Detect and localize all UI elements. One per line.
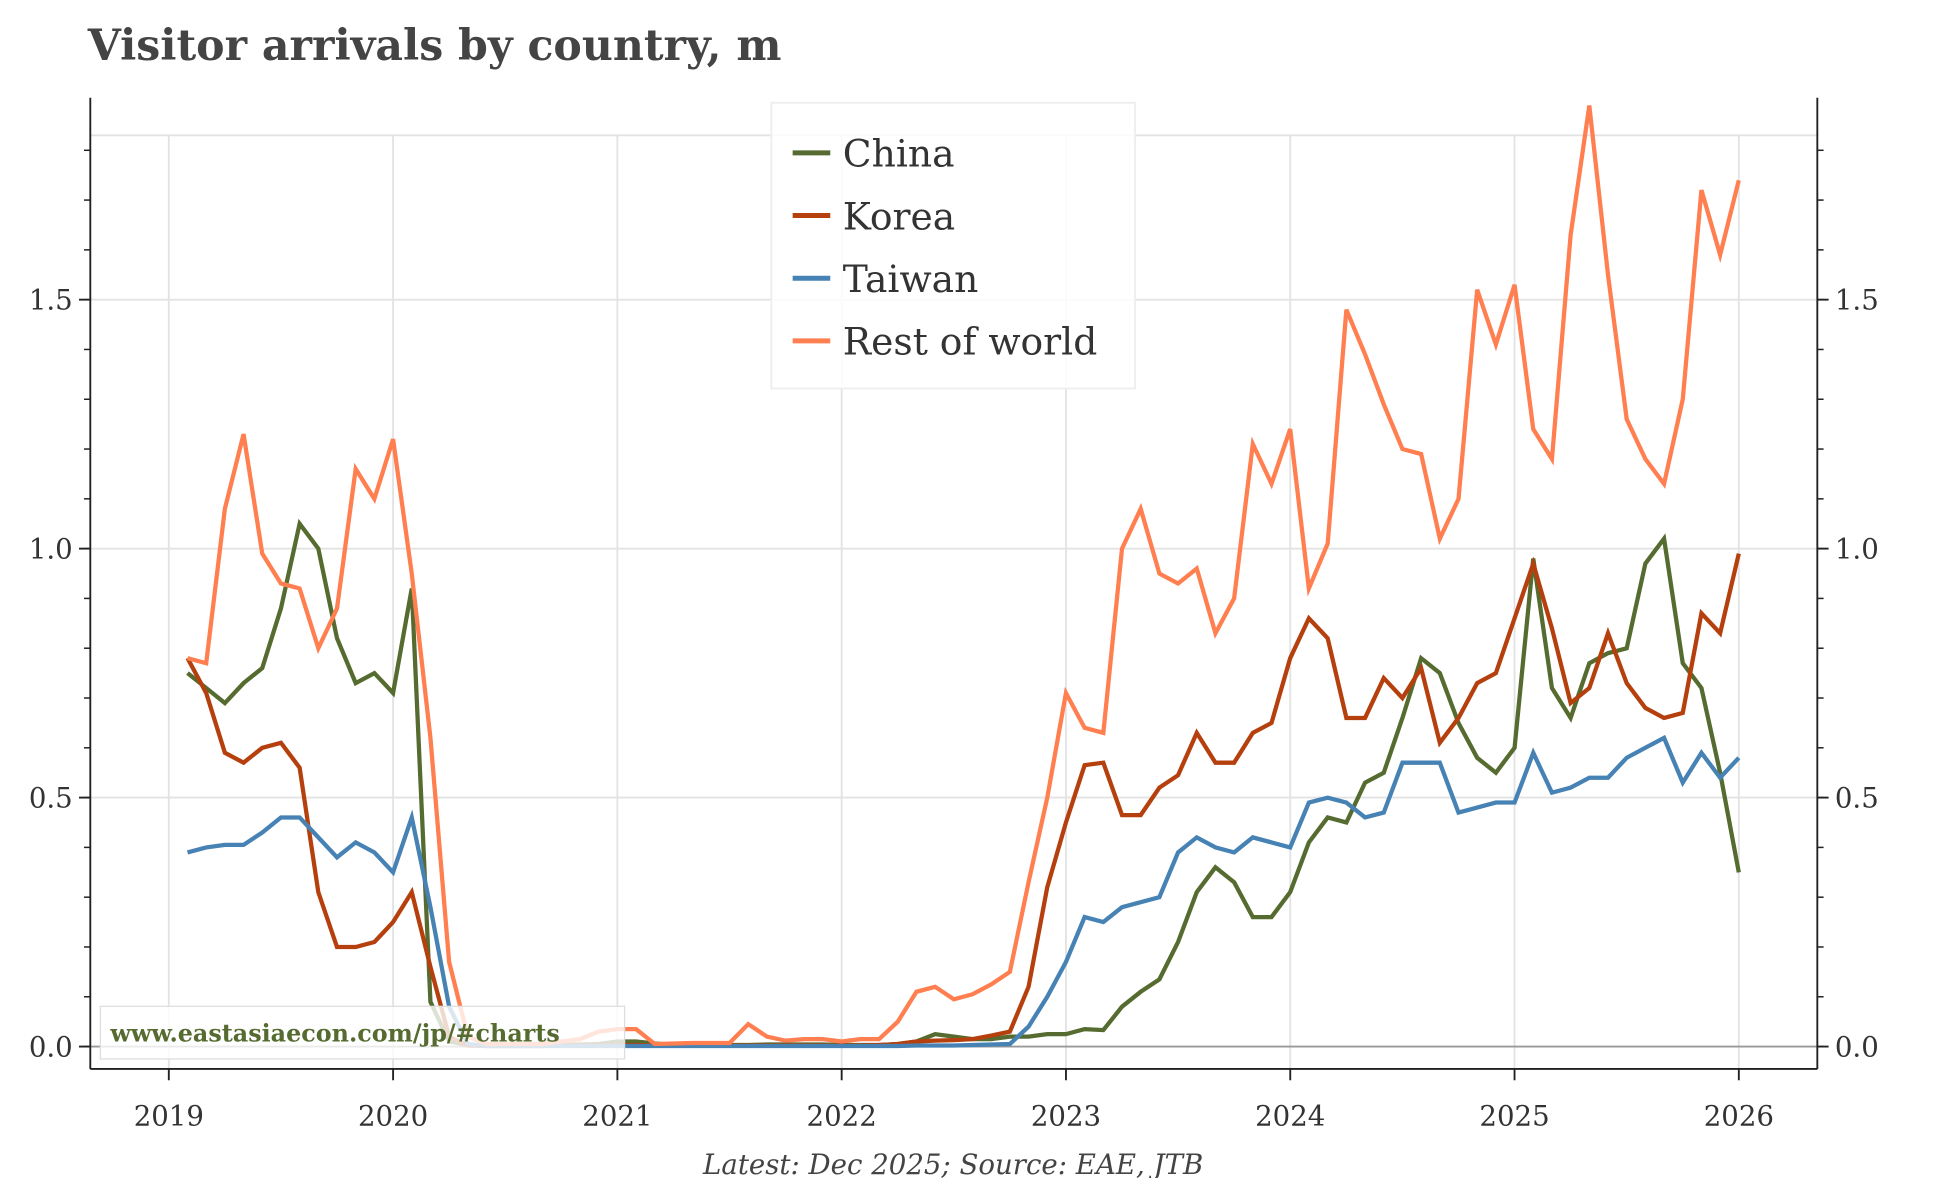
y-tick-label-right: 0.0 [1835, 1031, 1879, 1064]
y-tick-label: 1.5 [29, 284, 73, 317]
y-tick-label: 1.0 [29, 533, 73, 566]
axes: 0.0 0.0 0.5 0.5 1.0 1.0 1.5 1.5 2019 2020 2021 2022… [29, 97, 1879, 1132]
y-tick-label-right: 1.0 [1835, 533, 1879, 566]
watermark-text: www.eastasiaecon.com/jp/#charts [109, 1019, 559, 1047]
chart-title: Visitor arrivals by country, m [87, 21, 782, 71]
y-tick-label-right: 1.5 [1835, 284, 1879, 317]
x-tick-label: 2024 [1255, 1099, 1325, 1132]
y-tick-label: 0.5 [29, 782, 73, 815]
legend-label: Taiwan [843, 257, 979, 301]
x-tick-label: 2021 [582, 1099, 652, 1132]
watermark-box [99, 1005, 626, 1060]
legend-label: Rest of world [843, 320, 1097, 364]
y-tick-label: 0.0 [29, 1031, 73, 1064]
x-tick-label: 2025 [1479, 1099, 1549, 1132]
legend-label: Korea [843, 194, 955, 238]
series-line-rest-of-world [186, 105, 1741, 1047]
series-line-taiwan [186, 734, 1741, 1049]
series-line-china [186, 518, 1741, 1048]
y-tick-label-right: 0.5 [1835, 782, 1879, 815]
legend-box [770, 101, 1136, 390]
x-tick-label: 2020 [358, 1099, 428, 1132]
source-note: Latest: Dec 2025; Source: EAE, JTB [702, 1148, 1203, 1178]
x-tick-label: 2026 [1704, 1099, 1774, 1132]
x-tick-label: 2019 [134, 1099, 204, 1132]
legend: China Korea Taiwan Rest of world [770, 101, 1136, 390]
legend-label: China [843, 132, 955, 176]
x-tick-label: 2023 [1031, 1099, 1101, 1132]
watermark: www.eastasiaecon.com/jp/#charts [99, 1005, 626, 1060]
x-tick-label: 2022 [807, 1099, 877, 1132]
